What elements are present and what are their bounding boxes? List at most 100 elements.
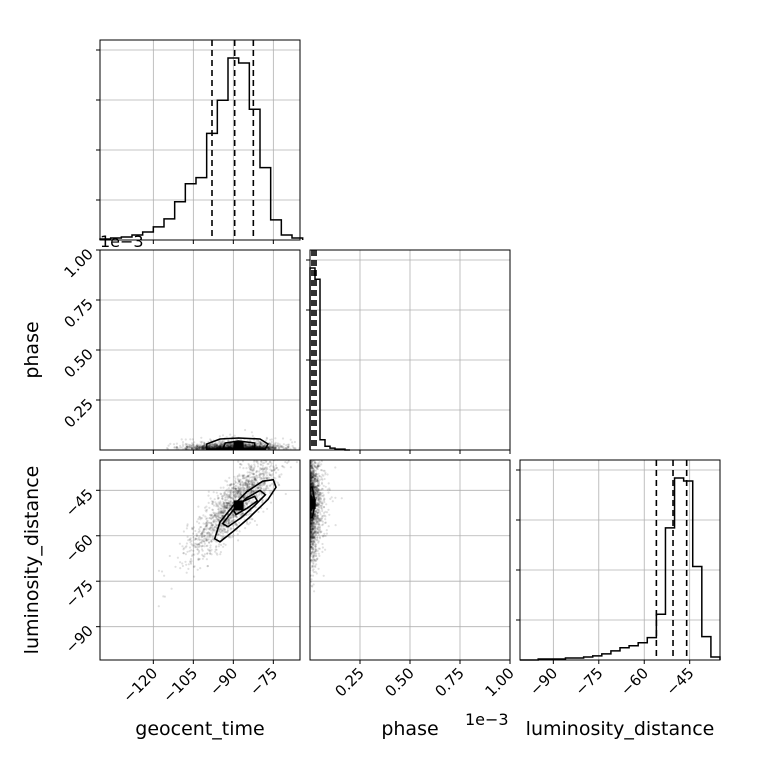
luminosity-distance-vs-geocent-time-sample-point: [238, 487, 241, 490]
luminosity-distance-vs-phase-sample-point: [309, 456, 311, 458]
luminosity-distance-vs-phase-sample-point: [310, 543, 313, 546]
phase-vs-geocent-time-sample-point: [180, 438, 183, 441]
luminosity-distance-vs-geocent-time-sample-point: [246, 484, 249, 487]
luminosity-distance-vs-phase-sample-point: [310, 524, 313, 527]
luminosity-distance-vs-phase-sample-point: [317, 552, 320, 555]
luminosity-distance-vs-phase-sample-point: [315, 472, 318, 475]
phase-vs-geocent-time-sample-point: [253, 439, 256, 442]
luminosity-distance-vs-phase-sample-point: [310, 537, 314, 540]
luminosity-distance-vs-geocent-time-sample-point: [269, 460, 272, 464]
luminosity-distance-vs-geocent-time-sample-point: [247, 480, 250, 483]
luminosity-distance-vs-geocent-time-sample-point: [209, 526, 212, 530]
luminosity-distance-vs-phase-sample-point: [310, 479, 313, 482]
phase-vs-geocent-time-sample-point: [179, 446, 182, 449]
luminosity-distance-vs-geocent-time-sample-point: [272, 456, 274, 458]
luminosity-distance-vs-phase-sample-point: [312, 473, 315, 476]
luminosity-distance-vs-geocent-time-sample-point: [211, 526, 214, 529]
luminosity-distance-vs-geocent-time-sample-point: [250, 491, 253, 494]
phase-vs-geocent-time-sample-point: [268, 444, 271, 448]
luminosity-distance-vs-geocent-time-sample-point: [282, 430, 284, 432]
phase-vs-geocent-time-sample-point: [186, 445, 189, 448]
luminosity-distance-vs-phase-sample-point: [312, 532, 315, 535]
luminosity-distance-vs-geocent-time-sample-point: [226, 504, 229, 507]
luminosity-distance-vs-geocent-time-sample-point: [248, 483, 251, 486]
luminosity-distance-vs-phase-sample-point: [317, 465, 320, 468]
luminosity-distance-vs-geocent-time-sample-point: [219, 551, 222, 554]
phase-vs-geocent-time-sample-point: [216, 444, 219, 447]
luminosity-distance-vs-geocent-time-sample-point: [213, 520, 216, 523]
luminosity-distance-vs-phase-sample-point: [316, 504, 319, 507]
phase-vs-geocent-time-sample-point: [211, 445, 214, 449]
phase-vs-geocent-time-sample-point: [184, 443, 187, 446]
phase-vs-geocent-time-sample-point: [269, 447, 272, 450]
luminosity-distance-vs-geocent-time-sample-point: [245, 502, 248, 505]
luminosity-distance-vs-geocent-time-sample-point: [206, 548, 210, 551]
luminosity-distance-vs-phase-sample-point: [311, 476, 314, 479]
phase-vs-geocent-time-sample-point: [201, 445, 204, 448]
luminosity-distance-vs-geocent-time-sample-point: [223, 494, 226, 497]
luminosity-distance-vs-phase-sample-point: [310, 540, 313, 544]
luminosity-distance-vs-phase-sample-point: [310, 546, 313, 549]
phase-vs-geocent-time-sample-point: [228, 442, 231, 445]
luminosity-distance-vs-phase-sample-point: [314, 518, 317, 522]
luminosity-distance-vs-geocent-time-sample-point: [216, 553, 219, 556]
luminosity-distance-vs-geocent-time-sample-point: [262, 475, 265, 478]
luminosity-distance-vs-phase-sample-point: [315, 515, 318, 518]
luminosity-distance-vs-geocent-time-sample-point: [274, 471, 278, 474]
phase-vs-geocent-time-sample-point: [185, 446, 188, 449]
luminosity-distance-vs-geocent-time-sample-point: [211, 528, 214, 532]
luminosity-distance-vs-phase-sample-point: [313, 491, 316, 494]
luminosity-distance-vs-geocent-time-sample-point: [240, 490, 243, 493]
luminosity-distance-vs-geocent-time-sample-point: [253, 480, 256, 483]
luminosity-distance-vs-phase-sample-point: [314, 510, 317, 513]
phase-vs-geocent-time-sample-point: [214, 445, 217, 448]
luminosity-distance-vs-phase-sample-point: [311, 528, 314, 531]
luminosity-distance-vs-geocent-time-sample-point: [214, 522, 217, 526]
luminosity-distance-vs-geocent-time-sample-point: [242, 483, 245, 486]
luminosity-distance-vs-geocent-time-sample-point: [231, 524, 235, 527]
phase-vs-geocent-time-sample-point: [203, 444, 206, 448]
luminosity-distance-vs-geocent-time-sample-point: [304, 419, 306, 421]
luminosity-distance-vs-phase-sample-point: [312, 532, 316, 536]
phase-vs-geocent-time-sample-point: [276, 444, 279, 447]
luminosity-distance-vs-geocent-time-sample-point: [217, 533, 220, 536]
luminosity-distance-vs-geocent-time-sample-point: [197, 551, 200, 554]
phase-vs-geocent-time-sample-point: [191, 447, 194, 450]
phase-vs-geocent-time-sample-point: [287, 443, 290, 446]
luminosity-distance-vs-geocent-time-sample-point: [259, 467, 262, 470]
phase-vs-geocent-time-sample-point: [220, 444, 223, 447]
luminosity-distance-vs-phase-sample-point: [314, 525, 317, 529]
luminosity-distance-vs-phase-sample-point: [320, 442, 322, 444]
luminosity-distance-vs-geocent-time-sample-point: [179, 561, 182, 564]
luminosity-distance-vs-geocent-time-sample-point: [202, 529, 205, 532]
luminosity-distance-vs-phase-sample-point: [311, 539, 314, 543]
luminosity-distance-vs-phase-sample-point: [316, 504, 319, 507]
luminosity-distance-vs-geocent-time-sample-point: [272, 476, 276, 479]
luminosity-distance-vs-geocent-time-sample-point: [267, 487, 270, 490]
luminosity-distance-vs-phase-sample-point: [312, 471, 315, 474]
luminosity-distance-vs-geocent-time-sample-point: [260, 467, 263, 471]
luminosity-distance-vs-geocent-time-sample-point: [226, 523, 229, 526]
luminosity-distance-vs-geocent-time-sample-point: [282, 455, 284, 457]
luminosity-distance-vs-geocent-time-sample-point: [199, 567, 202, 570]
luminosity-distance-vs-geocent-time-sample-point: [212, 491, 215, 494]
luminosity-distance-vs-phase-sample-point: [314, 465, 317, 468]
luminosity-distance-vs-phase-sample-point: [321, 488, 324, 491]
luminosity-distance-vs-phase-sample-point: [314, 554, 317, 558]
luminosity-distance-vs-geocent-time-sample-point: [228, 484, 231, 487]
luminosity-distance-vs-phase-sample-point: [324, 473, 327, 476]
luminosity-distance-vs-geocent-time-sample-point: [242, 475, 245, 478]
luminosity-distance-vs-geocent-time-sample-point: [221, 535, 224, 538]
luminosity-distance-vs-geocent-time-sample-point: [254, 478, 257, 481]
phase-vs-geocent-time-sample-point: [267, 447, 270, 450]
luminosity-distance-vs-geocent-time-sample-point: [228, 495, 231, 498]
phase-vs-geocent-time-sample-point: [247, 444, 250, 447]
luminosity-distance-vs-phase-sample-point: [310, 523, 313, 526]
luminosity-distance-vs-phase-sample-point: [315, 520, 318, 523]
luminosity-distance-vs-geocent-time-sample-point: [246, 501, 249, 504]
luminosity-distance-vs-phase-sample-point: [313, 437, 315, 439]
luminosity-distance-vs-geocent-time-sample-point: [214, 524, 218, 527]
luminosity-distance-vs-phase-sample-point: [312, 475, 315, 478]
luminosity-distance-vs-phase-sample-point: [313, 473, 316, 477]
luminosity-distance-vs-geocent-time-sample-point: [233, 491, 236, 494]
